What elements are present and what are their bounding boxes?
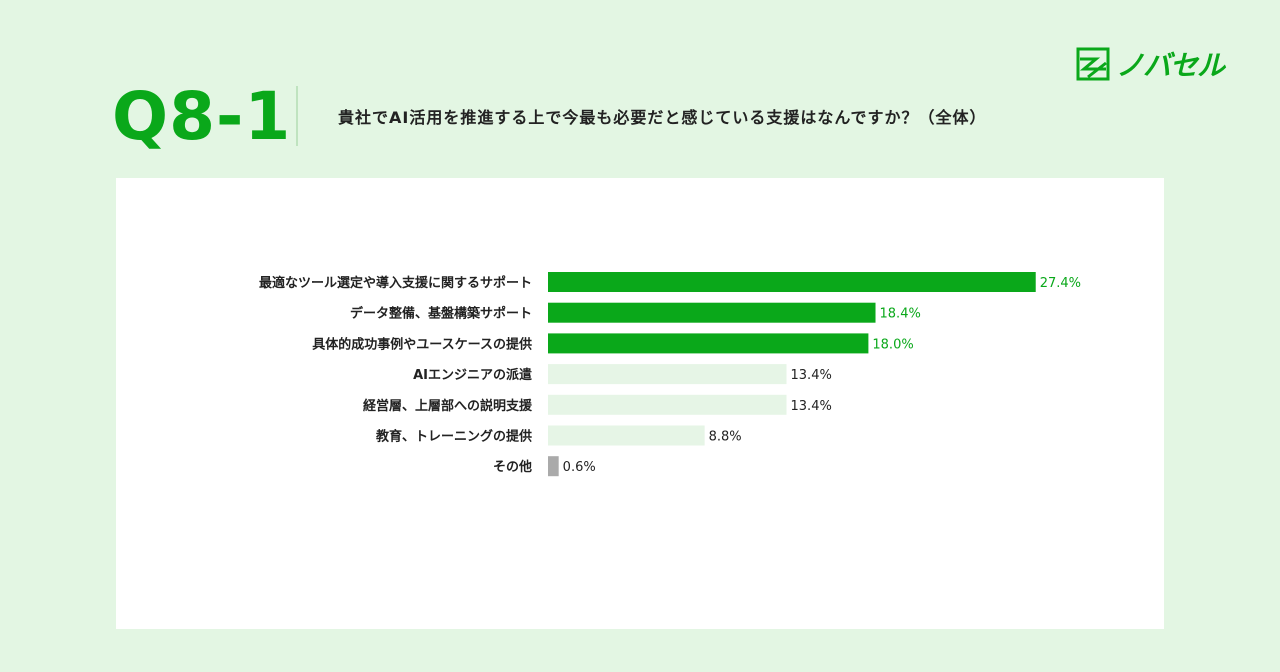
- category-label: 具体的成功事例やユースケースの提供: [312, 336, 532, 352]
- category-label: データ整備、基盤構築サポート: [350, 306, 532, 322]
- question-number: Q8-1: [112, 78, 292, 155]
- divider: [296, 86, 298, 146]
- value-label: 13.4%: [791, 368, 832, 383]
- bar: [548, 333, 869, 354]
- question-title: 貴社でAI活用を推進する上で今最も必要だと感じている支援はなんですか？（全体）: [338, 108, 987, 127]
- logo-text: ノバセル: [1116, 49, 1225, 82]
- logo: ノバセル: [1076, 44, 1225, 84]
- bar: [548, 425, 705, 446]
- category-label: 教育、トレーニングの提供: [375, 429, 532, 445]
- category-label: 最適なツール選定や導入支援に関するサポート: [259, 275, 532, 291]
- category-label: その他: [493, 459, 532, 475]
- value-label: 18.0%: [872, 337, 913, 352]
- bar: [548, 272, 1036, 292]
- value-label: 27.4%: [1040, 276, 1081, 291]
- category-label: AIエンジニアの派遣: [413, 367, 532, 383]
- value-label: 0.6%: [563, 460, 596, 475]
- category-label: 経営層、上層部への説明支援: [363, 398, 533, 414]
- value-label: 13.4%: [791, 399, 832, 414]
- value-label: 8.8%: [709, 430, 742, 445]
- bar: [548, 394, 787, 415]
- value-label: 18.4%: [880, 307, 921, 322]
- bar: [548, 302, 876, 323]
- logo-mark-icon: [1076, 47, 1110, 81]
- bar: [548, 456, 559, 477]
- bar: [548, 364, 787, 385]
